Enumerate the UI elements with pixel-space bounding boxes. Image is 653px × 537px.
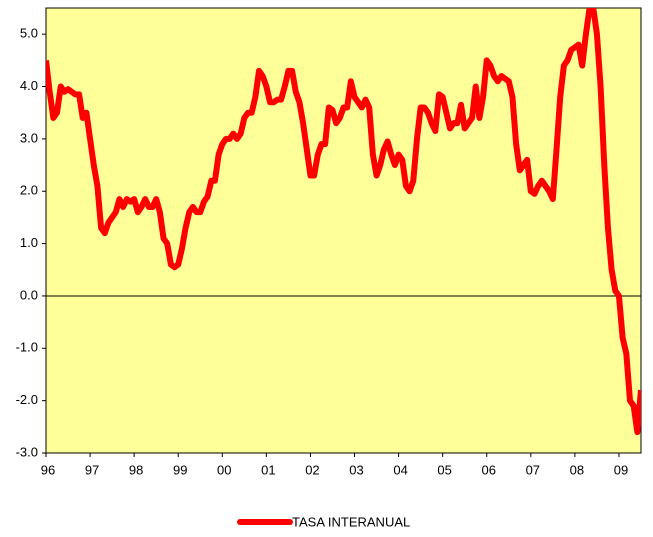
x-tick-label: 07 [526,462,540,477]
y-tick-label: 2.0 [20,183,38,198]
x-tick-label: 97 [85,462,99,477]
x-tick-label: 02 [305,462,319,477]
legend-label: TASA INTERANUAL [292,514,410,529]
x-tick-label: 05 [437,462,451,477]
x-tick-label: 04 [393,462,407,477]
y-tick-label: 4.0 [20,78,38,93]
y-tick-label: 1.0 [20,235,38,250]
y-tick-label: -1.0 [16,340,38,355]
x-tick-label: 08 [570,462,584,477]
y-tick-label: 3.0 [20,130,38,145]
y-tick-label: -2.0 [16,392,38,407]
series-line [46,8,641,436]
y-tick-label: 5.0 [20,26,38,41]
x-tick-label: 06 [482,462,496,477]
x-tick-label: 03 [349,462,363,477]
x-tick-label: 98 [129,462,143,477]
x-tick-label: 01 [261,462,275,477]
y-tick-label: -3.0 [16,444,38,459]
y-tick-label: 0.0 [20,287,38,302]
x-tick-label: 09 [614,462,628,477]
plot-area [45,7,642,454]
x-tick-label: 99 [173,462,187,477]
x-tick-label: 00 [217,462,231,477]
x-tick-label: 96 [41,462,55,477]
